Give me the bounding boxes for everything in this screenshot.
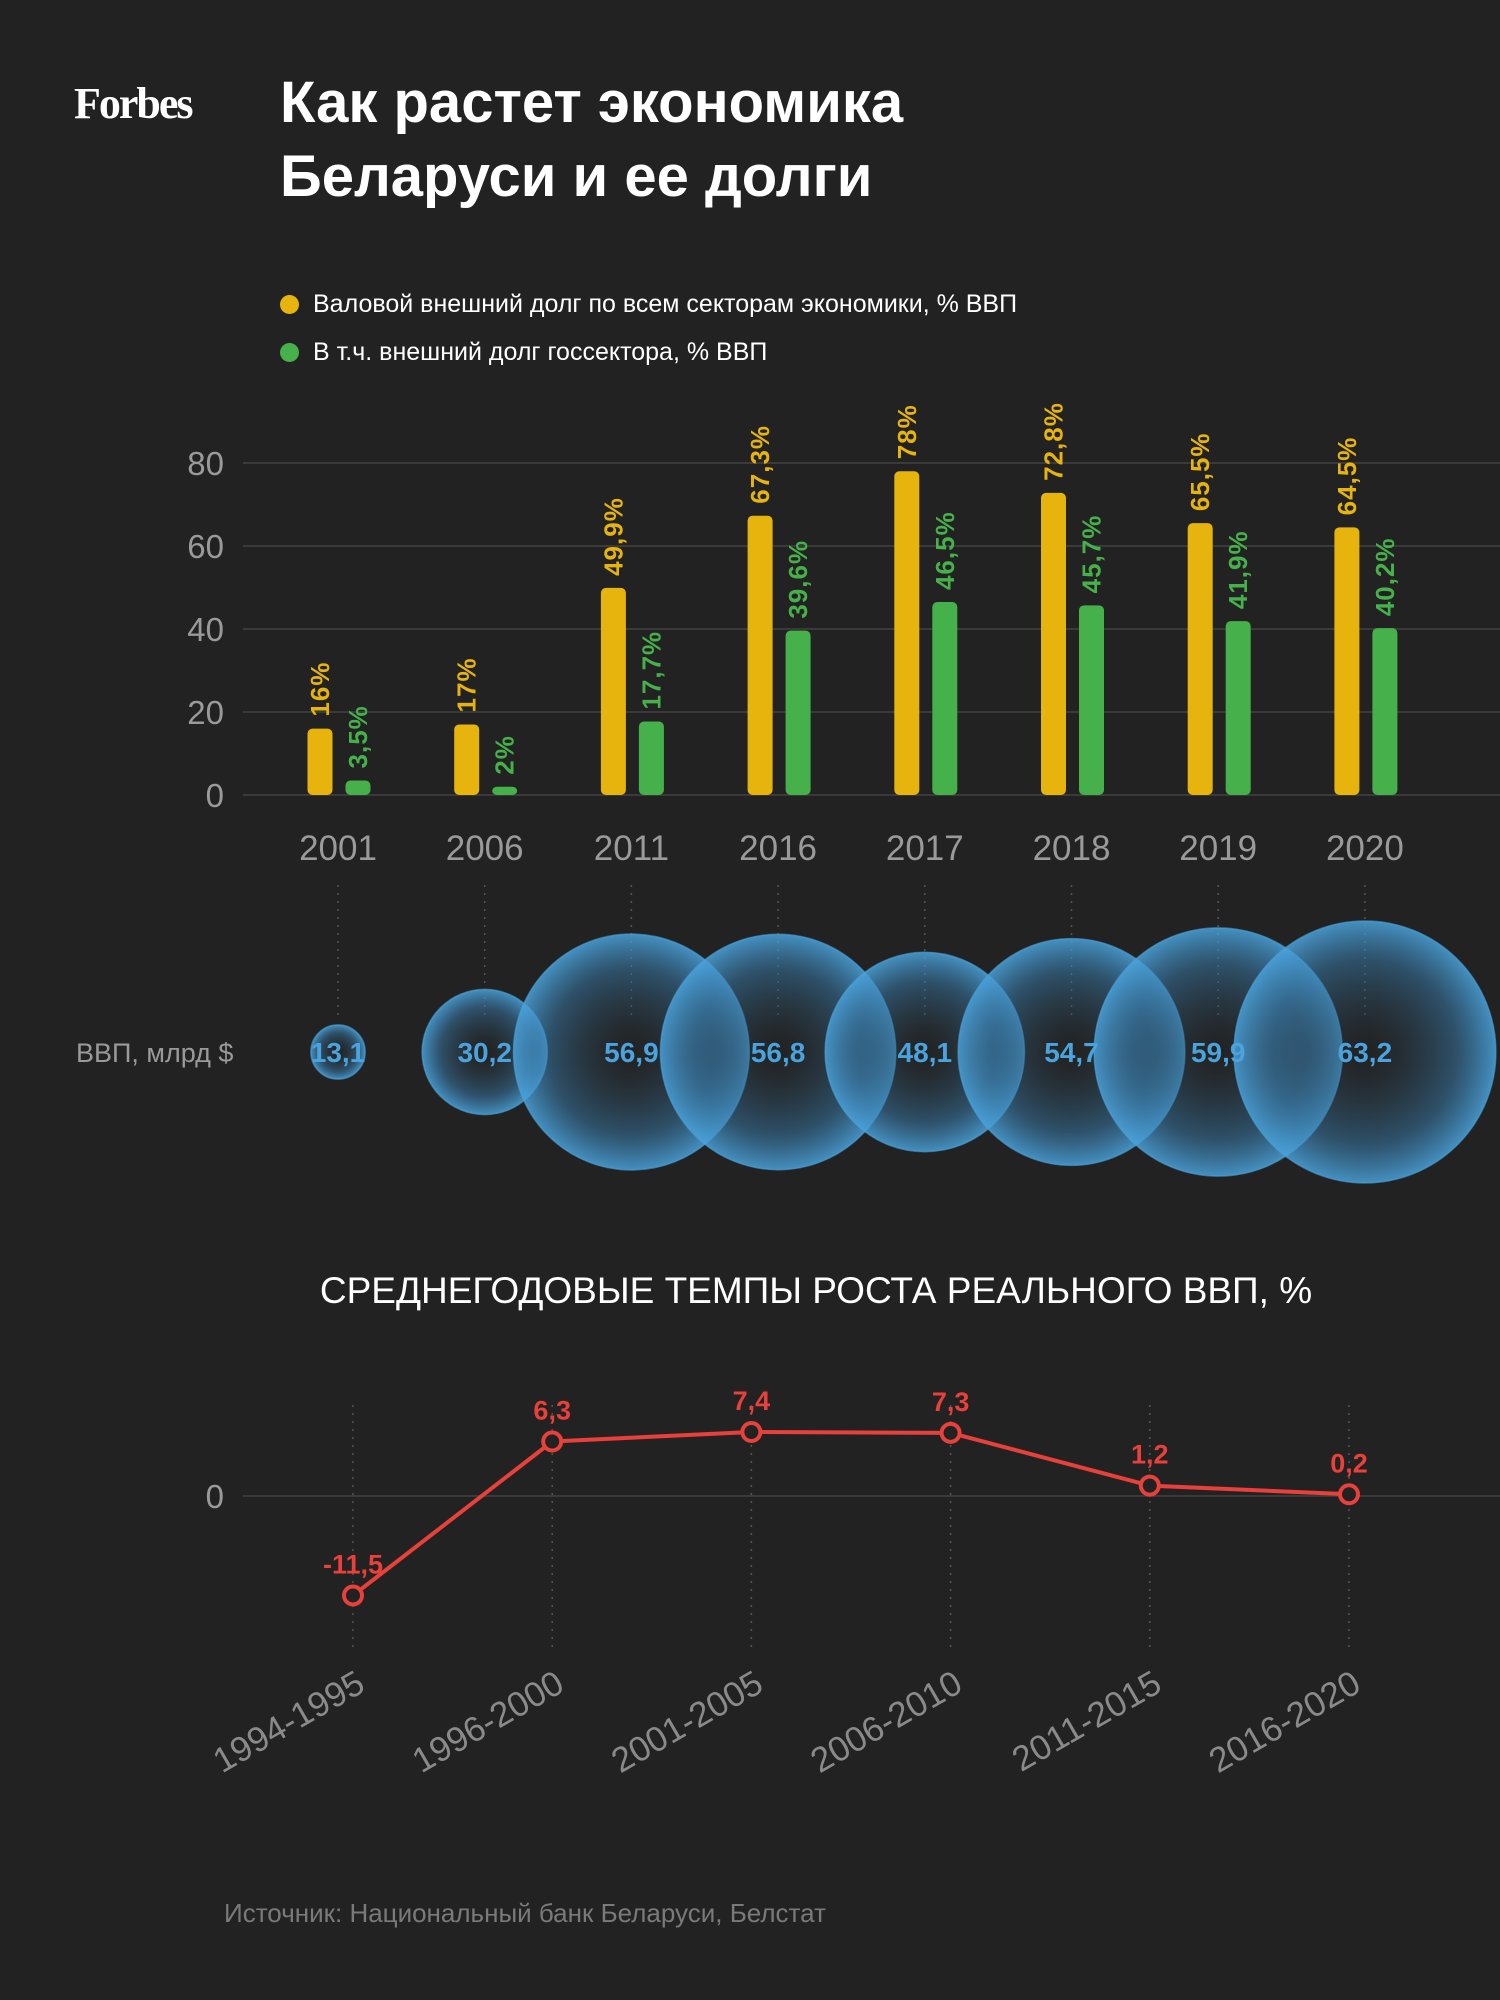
x-tick-label: 2001 — [299, 829, 377, 868]
bar-value-label: 46,5% — [930, 511, 960, 590]
bar-value-label: 39,6% — [783, 540, 813, 619]
x-tick-label: 2011-2015 — [1006, 1663, 1168, 1779]
forbes-logo: Forbes — [74, 79, 194, 128]
bar-value-label: 64,5% — [1332, 437, 1362, 516]
bar — [1041, 492, 1066, 795]
legend-label: Валовой внешний долг по всем секторам эк… — [313, 289, 1018, 318]
bar — [747, 515, 773, 795]
legend-label: В т.ч. внешний долг госсектора, % ВВП — [313, 337, 768, 366]
legend-dot-icon — [280, 294, 299, 314]
bar — [345, 780, 371, 795]
data-value-label: 7,3 — [932, 1387, 970, 1417]
bar — [1225, 621, 1251, 795]
bar-value-label: 3,5% — [343, 705, 373, 768]
x-tick-label: 2016 — [739, 829, 817, 868]
y-tick-label: 20 — [187, 694, 224, 731]
legend-dot-icon — [280, 342, 299, 362]
bar — [600, 587, 626, 795]
bar-value-label: 45,7% — [1077, 515, 1107, 594]
legend-item-public-debt: В т.ч. внешний долг госсектора, % ВВП — [280, 328, 1017, 376]
x-tick-label: 2019 — [1179, 829, 1257, 868]
bar-value-label: 40,2% — [1370, 537, 1400, 616]
bar — [454, 724, 480, 795]
bar-value-label: 65,5% — [1185, 432, 1215, 511]
bar-value-label: 17% — [452, 657, 482, 712]
bar — [1334, 527, 1360, 795]
bar — [307, 728, 333, 795]
bar — [785, 630, 811, 795]
bubble-value-label: 63,2 — [1338, 1037, 1393, 1068]
legend-item-gross-debt: Валовой внешний долг по всем секторам эк… — [280, 280, 1017, 328]
x-tick-label: 2018 — [1033, 829, 1111, 868]
data-value-label: 6,3 — [533, 1396, 571, 1426]
bubble-value-label: 48,1 — [898, 1037, 953, 1068]
bubble-value-label: 56,8 — [751, 1037, 806, 1068]
bar-value-label: 41,9% — [1223, 530, 1253, 609]
bar-value-label: 78% — [892, 404, 922, 459]
x-tick-label: 2016-2020 — [1203, 1663, 1367, 1780]
data-point — [1138, 1474, 1161, 1497]
bubble-value-label: 54,7 — [1044, 1037, 1099, 1068]
x-tick-label: 2001-2005 — [605, 1663, 769, 1780]
x-tick-label: 2020 — [1326, 829, 1404, 868]
bubble-value-label: 56,9 — [604, 1037, 659, 1068]
data-point — [939, 1421, 962, 1444]
data-value-label: -11,5 — [323, 1549, 383, 1579]
bar — [1187, 523, 1213, 795]
bar — [492, 786, 518, 795]
x-tick-label: 2011 — [594, 829, 669, 868]
x-tick-label: 2017 — [886, 829, 964, 868]
bubble-value-label: 13,1 — [311, 1037, 366, 1068]
bar — [894, 471, 920, 795]
data-value-label: 1,2 — [1131, 1440, 1169, 1470]
x-tick-label: 1994-1995 — [207, 1663, 371, 1780]
y-tick-label: 60 — [187, 528, 224, 565]
gdp-bubble — [310, 1024, 366, 1080]
source-note: Источник: Национальный банк Беларуси, Бе… — [224, 1898, 826, 1928]
bar-value-label: 72,8% — [1039, 402, 1069, 481]
row-label: ВВП, млрд $ — [76, 1038, 233, 1068]
bubble-value-label: 59,9 — [1191, 1037, 1246, 1068]
bar — [1372, 628, 1398, 795]
data-point — [740, 1420, 763, 1443]
x-tick-label: 2006 — [446, 829, 524, 868]
data-value-label: 0,2 — [1330, 1448, 1368, 1478]
bar-value-label: 49,9% — [598, 497, 628, 576]
bar-value-label: 17,7% — [636, 631, 666, 710]
data-point — [1338, 1483, 1360, 1506]
x-tick-label: 1996-2000 — [406, 1663, 570, 1780]
bar — [638, 721, 664, 795]
bar-value-label: 16% — [305, 662, 335, 717]
data-point — [342, 1584, 364, 1607]
y-tick-label: 0 — [206, 1478, 224, 1515]
bar-value-label: 67,3% — [745, 425, 775, 504]
bubble-value-label: 30,2 — [457, 1037, 512, 1068]
y-tick-label: 80 — [187, 445, 224, 482]
data-point — [541, 1430, 564, 1453]
growth-line — [351, 1429, 1350, 1598]
legend: Валовой внешний долг по всем секторам эк… — [280, 280, 1017, 376]
page-title: Как растет экономика Беларуси и ее долги — [280, 70, 904, 209]
y-tick-label: 40 — [187, 611, 224, 648]
bar-value-label: 2% — [490, 735, 520, 775]
section-title: СРЕДНЕГОДОВЫЕ ТЕМПЫ РОСТА РЕАЛЬНОГО ВВП,… — [320, 1270, 1312, 1311]
y-tick-label: 0 — [206, 777, 224, 814]
data-value-label: 7,4 — [733, 1386, 771, 1416]
bar — [1079, 605, 1104, 795]
gdp-bubble — [1233, 920, 1497, 1184]
bar — [932, 602, 958, 795]
x-tick-label: 2006-2010 — [804, 1663, 968, 1780]
